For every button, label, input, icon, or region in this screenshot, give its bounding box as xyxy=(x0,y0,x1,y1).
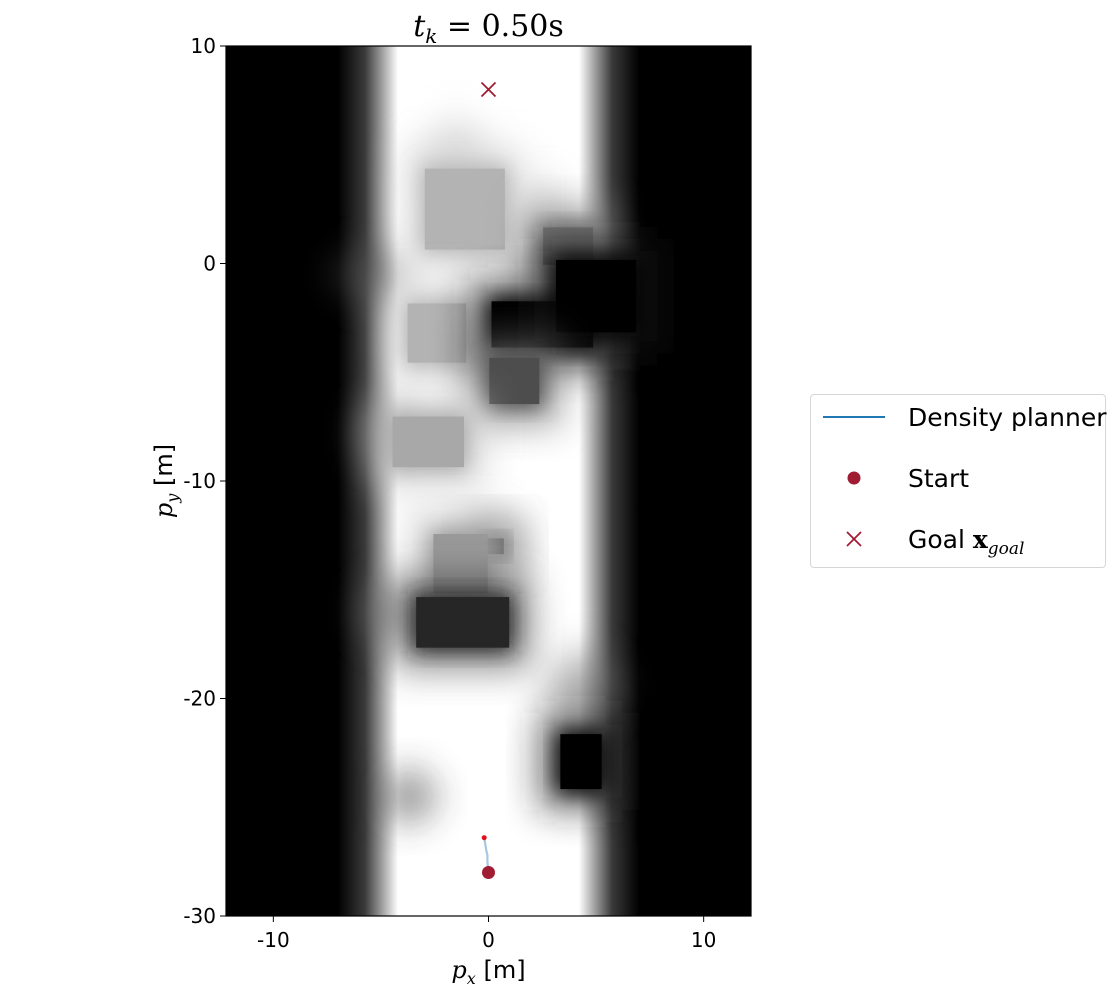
x-marker-icon xyxy=(846,531,862,547)
legend: Density planner Start Goal xgoal xyxy=(810,394,1106,568)
x-axis-label: px [m] xyxy=(451,956,525,988)
x-tick-label: 0 xyxy=(482,928,495,952)
legend-label-goal: Goal xgoal xyxy=(908,525,1025,559)
y-tick-label: -30 xyxy=(183,904,216,928)
obstacle-core xyxy=(489,357,540,405)
density-field xyxy=(327,46,658,916)
current-position-point xyxy=(481,835,487,841)
y-axis-label: py [m] xyxy=(150,444,182,518)
line-swatch-icon xyxy=(823,416,885,418)
density-cone xyxy=(542,644,629,732)
obstacle-core xyxy=(560,734,602,790)
density-cone xyxy=(376,763,442,829)
marks xyxy=(480,81,497,879)
legend-item-density-planner: Density planner xyxy=(811,397,1107,437)
y-tick-label: 10 xyxy=(191,34,216,58)
legend-item-start: Start xyxy=(811,458,1105,498)
obstacle-core xyxy=(556,259,637,333)
y-tick-label: -20 xyxy=(183,687,216,711)
goal-marker xyxy=(480,81,497,98)
trajectory-line xyxy=(483,837,490,873)
obstacle-core xyxy=(416,597,510,648)
obstacle-core xyxy=(407,303,467,363)
y-tick-label: 0 xyxy=(203,252,216,276)
chart-title: tk = 0.50s xyxy=(413,9,564,48)
legend-label-density-planner: Density planner xyxy=(908,403,1107,432)
legend-label-start: Start xyxy=(908,464,970,493)
x-tick-label: -10 xyxy=(257,928,290,952)
obstacle-core xyxy=(424,168,505,250)
plot-area xyxy=(226,46,751,916)
x-axis: -10 0 10 xyxy=(257,916,716,952)
y-tick-label: -10 xyxy=(183,469,216,493)
obstacle-core xyxy=(392,416,464,468)
circle-marker-icon xyxy=(847,471,861,485)
start-point xyxy=(482,866,495,879)
x-tick-label: 10 xyxy=(691,928,716,952)
y-axis: 10 0 -10 -20 -30 xyxy=(183,34,226,928)
legend-item-goal: Goal xgoal xyxy=(811,519,1105,559)
